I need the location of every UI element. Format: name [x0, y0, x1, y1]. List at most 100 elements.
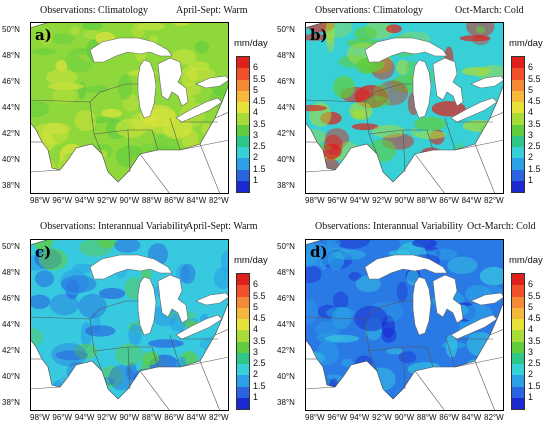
colorbar-segment [512, 158, 524, 170]
lon-label: 98°W [30, 413, 50, 422]
boundary-line [489, 328, 504, 336]
colorbar-label: 3.5 [528, 118, 541, 129]
lat-label: 38°N [277, 181, 295, 190]
colorbar-segment [512, 364, 524, 376]
colorbar-segment [512, 319, 524, 331]
boundary-line [426, 346, 434, 368]
panel-b-colorbar [511, 56, 525, 193]
colorbar-segment [512, 124, 524, 136]
colorbar-segment [512, 330, 524, 342]
boundary-line [454, 356, 504, 368]
colorbar-segment [237, 79, 249, 91]
colorbar-label: 2.5 [528, 141, 541, 151]
colorbar-label: 4 [528, 324, 534, 335]
panel-c-colorbar [236, 273, 250, 410]
colorbar-segment [512, 135, 524, 147]
panel-d-colorbar [511, 273, 525, 410]
panel-b-title-right: Oct-March: Cold [455, 5, 524, 16]
panel-c-title-left: Observations: Interannual Variability [40, 221, 189, 232]
colorbar-label: 1.5 [253, 163, 266, 174]
colorbar-label: 3 [253, 129, 259, 140]
lat-label: 50°N [277, 25, 295, 34]
boundary-line [179, 356, 229, 368]
lon-label: 86°W [439, 196, 459, 205]
lat-label: 38°N [2, 398, 20, 407]
colorbar-label: 1.5 [253, 380, 266, 391]
lake-0 [364, 254, 448, 280]
colorbar-label: 4.5 [253, 313, 266, 323]
colorbar-segment [237, 147, 249, 159]
colorbar-segment [237, 135, 249, 147]
boundary-line [139, 153, 171, 194]
colorbar-label: 3.5 [528, 335, 541, 346]
lake-2 [157, 57, 189, 107]
colorbar-label: 2.5 [253, 358, 266, 368]
lon-label: 90°W [119, 413, 140, 422]
lon-label: 84°W [186, 196, 207, 205]
lon-label: 94°W [349, 196, 370, 205]
boundary-line [402, 129, 406, 173]
panel-b-unit: mm/day [509, 38, 543, 49]
lon-label: 88°W [141, 413, 162, 422]
lake-2 [432, 274, 464, 324]
colorbar-label: 1 [528, 391, 534, 402]
colorbar-label: 1 [253, 391, 259, 402]
colorbar-segment [237, 397, 249, 409]
boundary-line [474, 360, 496, 411]
colorbar-label: 2.5 [528, 358, 541, 368]
colorbar-label: 3.5 [253, 118, 266, 129]
colorbar-label: 5 [528, 301, 534, 312]
lat-label: 48°N [2, 51, 20, 60]
colorbar-label: 5.5 [253, 73, 266, 84]
colorbar-segment [237, 341, 249, 353]
lon-label: 82°W [484, 196, 504, 205]
colorbar-label: 3 [528, 129, 534, 140]
lon-label: 82°W [484, 413, 504, 422]
lon-label: 96°W [52, 413, 73, 422]
lon-label: 98°W [305, 196, 325, 205]
lon-label: 94°W [74, 413, 95, 422]
colorbar-label: 3 [528, 346, 534, 357]
lon-label: 84°W [461, 196, 482, 205]
boundary-line [402, 346, 406, 390]
lon-label: 90°W [394, 413, 415, 422]
colorbar-segment [512, 147, 524, 159]
colorbar-segment [237, 386, 249, 398]
boundary-line [199, 143, 221, 194]
boundary-line [374, 83, 413, 93]
colorbar-segment [512, 68, 524, 80]
boundary-line [305, 386, 336, 390]
boundary-line [305, 169, 336, 173]
lake-0 [89, 254, 173, 280]
colorbar-segment [237, 124, 249, 136]
panel-b-title-left: Observations: Climatology [315, 5, 424, 16]
colorbar-segment [512, 180, 524, 192]
colorbar-segment [512, 307, 524, 319]
colorbar-label: 4 [528, 107, 534, 118]
boundary-line [199, 360, 221, 411]
lat-label: 40°N [277, 155, 295, 164]
colorbar-segment [237, 375, 249, 387]
colorbar-label: 4 [253, 107, 259, 118]
lake-2 [157, 274, 189, 324]
lat-label: 44°N [277, 320, 295, 329]
panel-a-letter: a) [35, 26, 52, 44]
lon-label: 94°W [74, 196, 95, 205]
boundary-line [214, 111, 229, 119]
colorbar-segment [512, 169, 524, 181]
colorbar-label: 1.5 [528, 163, 541, 174]
lake-4 [470, 75, 504, 89]
lon-label: 92°W [372, 413, 392, 422]
colorbar-label: 6 [253, 62, 259, 73]
boundary-line [414, 153, 446, 194]
colorbar-label: 5 [528, 84, 534, 95]
colorbar-segment [237, 57, 249, 69]
colorbar-segment [237, 274, 249, 286]
lon-label: 86°W [164, 196, 184, 205]
colorbar-label: 6 [253, 279, 259, 290]
boundary-line [127, 346, 131, 390]
lon-label: 86°W [164, 413, 184, 422]
colorbar-label: 5.5 [528, 73, 541, 84]
colorbar-segment [237, 68, 249, 80]
lat-label: 42°N [2, 346, 20, 355]
